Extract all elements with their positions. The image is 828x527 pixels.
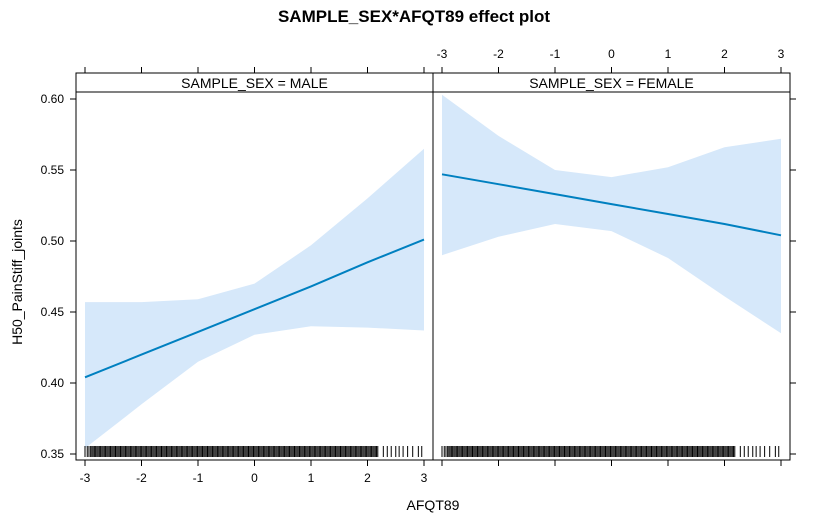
x-axis-label: AFQT89: [407, 497, 460, 513]
x-tick-label: 2: [364, 471, 371, 485]
fit-line: [441, 173, 782, 237]
panel-male: SAMPLE_SEX = MALE: [75, 72, 434, 461]
rug-marks: [441, 446, 780, 457]
axes: -3 -2 -1 0 1 2 3 -3 -2 -1 0 1 2 3 0.35 0.40 0.45 0.50 0.55…: [41, 47, 796, 485]
x-tick-label: 3: [421, 471, 428, 485]
y-tick-label: 0.55: [41, 163, 65, 177]
plot-area-female: [432, 91, 791, 461]
fit-line: [84, 238, 425, 379]
strip-label-male: SAMPLE_SEX = MALE: [181, 75, 328, 91]
confidence-band: [442, 94, 781, 334]
y-tick-label: 0.60: [41, 92, 65, 106]
x-tick-label: -3: [80, 471, 91, 485]
confidence-band: [85, 148, 424, 449]
x-tick-label: -2: [136, 471, 147, 485]
strip-label-female: SAMPLE_SEX = FEMALE: [529, 75, 694, 91]
chart-title: SAMPLE_SEX*AFQT89 effect plot: [278, 7, 550, 26]
y-tick-label: 0.50: [41, 234, 65, 248]
x-tick-label: 0: [251, 471, 258, 485]
x-tick-label-top: 0: [608, 47, 615, 61]
plot-area-male: [75, 91, 434, 461]
x-tick-label-top: 3: [778, 47, 785, 61]
rug-marks: [84, 446, 423, 457]
x-tick-label-top: 1: [665, 47, 672, 61]
y-axis-label: H50_PainStiff_joints: [9, 219, 25, 345]
x-tick-label-top: -2: [493, 47, 504, 61]
panel-female: SAMPLE_SEX = FEMALE: [432, 72, 791, 461]
x-tick-label-top: -1: [550, 47, 561, 61]
x-tick-label-top: 2: [721, 47, 728, 61]
y-tick-label: 0.35: [41, 447, 65, 461]
y-tick-label: 0.40: [41, 376, 65, 390]
x-tick-label: -1: [193, 471, 204, 485]
x-tick-label: 1: [308, 471, 315, 485]
x-tick-label-top: -3: [437, 47, 448, 61]
y-tick-label: 0.45: [41, 305, 65, 319]
